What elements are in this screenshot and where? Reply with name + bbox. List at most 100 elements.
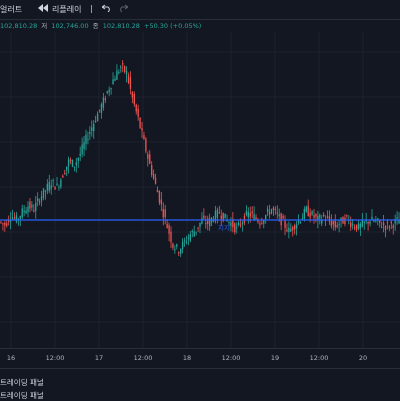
candle-body <box>174 249 176 251</box>
time-tick: 19 <box>270 354 280 362</box>
candle-body <box>295 224 298 229</box>
price-chart[interactable]: 지지 <box>0 32 400 348</box>
candle-body <box>79 153 81 156</box>
candle-body <box>137 108 139 117</box>
candle-body <box>253 214 255 221</box>
candle-body <box>120 66 122 68</box>
candle-body <box>135 104 137 112</box>
candle-body <box>40 196 43 201</box>
alert-button[interactable]: 얼러트 <box>0 5 23 14</box>
candle-body <box>73 166 76 168</box>
candle-body <box>365 220 367 222</box>
candle-body <box>152 174 155 179</box>
candle-body <box>388 226 391 228</box>
candle-body <box>149 154 151 164</box>
candle-body <box>123 65 126 72</box>
candle-body <box>344 217 346 225</box>
candle-body <box>96 113 99 122</box>
candle-body <box>156 189 159 193</box>
legend-close-label: 종 <box>92 22 99 30</box>
candle-body <box>319 214 321 219</box>
candle-body <box>85 134 87 144</box>
candle-body <box>143 135 145 140</box>
candle-body <box>127 75 130 83</box>
candle-body <box>247 211 249 218</box>
candle-body <box>166 224 168 229</box>
candle-body <box>168 225 170 234</box>
candle-body <box>224 213 226 219</box>
undo-icon[interactable] <box>101 4 112 14</box>
candle-body <box>199 222 201 227</box>
candle-body <box>191 230 193 232</box>
rewind-icon[interactable] <box>38 4 48 14</box>
candle-body <box>255 217 257 220</box>
support-line-label[interactable]: 지지 <box>218 224 230 232</box>
candle-body <box>38 201 41 203</box>
candle-body <box>180 249 182 254</box>
candle-body <box>274 209 277 211</box>
candle-body <box>100 104 103 113</box>
candle-body <box>31 204 33 208</box>
candle-body <box>307 206 309 217</box>
candle-body <box>222 212 224 222</box>
candle-body <box>288 227 290 233</box>
candlestick-chart[interactable] <box>0 32 400 348</box>
candle-body <box>8 219 10 222</box>
candle-body <box>195 231 197 233</box>
candle-body <box>170 231 172 243</box>
candle-body <box>369 221 371 224</box>
candle-body <box>340 217 342 221</box>
candle-body <box>377 218 379 221</box>
candle-body <box>178 252 180 254</box>
candle-body <box>236 227 238 229</box>
candle-body <box>181 241 184 250</box>
redo-icon[interactable] <box>118 4 129 14</box>
candle-body <box>292 226 294 231</box>
candle-body <box>315 214 317 217</box>
replay-button[interactable]: 리플레이 <box>52 5 82 14</box>
time-tick: 17 <box>94 354 104 362</box>
candle-body <box>384 225 387 230</box>
candle-body <box>46 183 49 191</box>
trading-panel-tab[interactable]: 트레이딩 패널 <box>0 378 44 387</box>
legend-low-value: 102,746.00 <box>51 22 89 30</box>
candle-body <box>0 221 2 223</box>
candle-body <box>373 220 375 222</box>
candle-body <box>125 70 128 75</box>
bottom-panel-bar: 트레이딩 패널 트레이딩 패널 <box>0 368 400 400</box>
candle-body <box>56 183 58 185</box>
candle-body <box>118 72 120 74</box>
candle-body <box>75 162 78 166</box>
candle-body <box>139 117 141 128</box>
candle-body <box>25 210 27 214</box>
candle-body <box>154 177 157 184</box>
candle-body <box>359 224 362 229</box>
candle-body <box>203 215 205 219</box>
candle-body <box>280 213 282 226</box>
legend-open-value: 102,810.28 <box>0 22 38 30</box>
candle-body <box>44 190 47 192</box>
candle-body <box>214 210 217 222</box>
candle-body <box>309 212 311 218</box>
candle-body <box>350 222 352 227</box>
candle-body <box>334 220 336 228</box>
candle-body <box>145 138 147 152</box>
price-legend: 102,810.28 저 102,746.00 종 102,810.28 +50… <box>0 20 203 32</box>
candle-body <box>2 223 4 225</box>
trading-panel-tab-2[interactable]: 트레이딩 패널 <box>0 391 44 400</box>
candle-body <box>286 229 288 232</box>
time-tick: 16 <box>6 354 16 362</box>
candle-body <box>284 220 286 228</box>
candle-body <box>243 215 246 223</box>
candle-body <box>33 210 35 212</box>
candle-body <box>276 212 278 214</box>
candle-body <box>239 224 242 226</box>
time-axis[interactable]: 16 12:00 17 12:00 18 12:00 19 12:00 20 <box>0 348 400 368</box>
candle-body <box>131 92 134 98</box>
candle-body <box>208 218 211 227</box>
candle-body <box>322 214 325 217</box>
candle-body <box>216 209 219 218</box>
candle-body <box>301 217 304 220</box>
candle-body <box>6 223 8 226</box>
candle-body <box>328 216 331 222</box>
